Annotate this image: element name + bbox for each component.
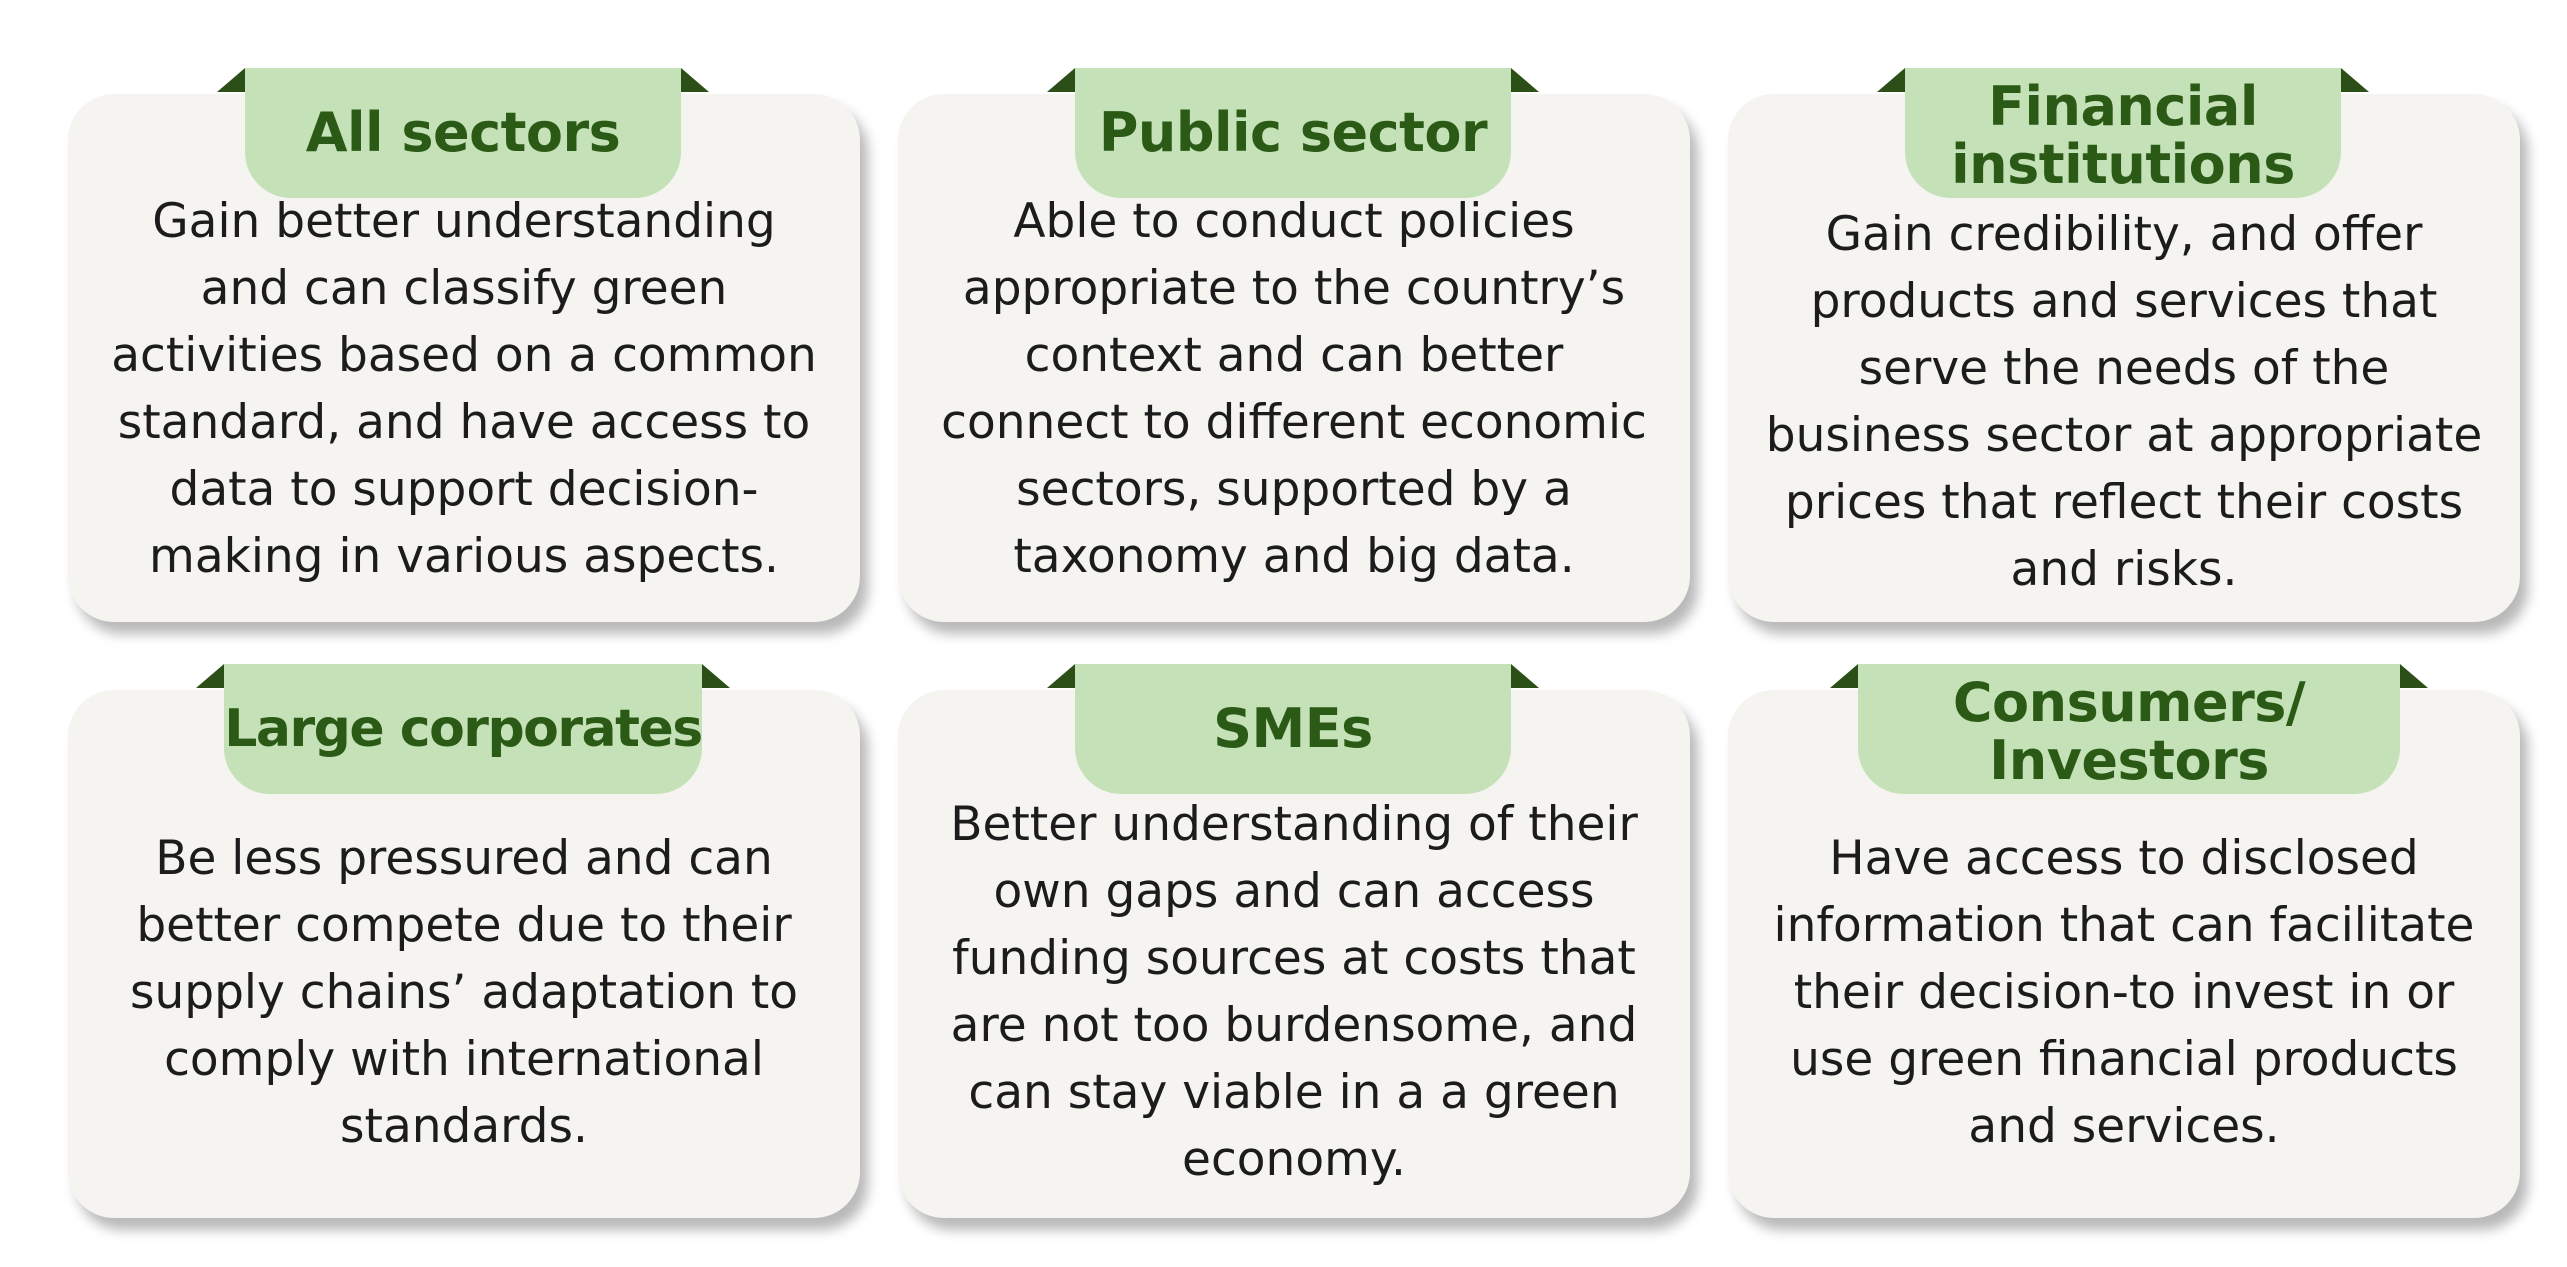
ribbon-fold — [1511, 664, 1539, 688]
card-public-sector: Able to conduct policies appropriate to … — [898, 94, 1690, 622]
ribbon-fold — [217, 68, 245, 92]
card-title: All sectors — [245, 68, 681, 198]
card-description: Better understanding of their own gaps a… — [950, 797, 1638, 1187]
ribbon-fold — [702, 664, 730, 688]
card-title: Public sector — [1075, 68, 1511, 198]
card-tab-all-sectors: All sectors — [217, 68, 709, 198]
ribbon-fold — [2341, 68, 2369, 92]
card-description: Have access to disclosed information tha… — [1773, 830, 2475, 1154]
card-description: Be less pressured and can better compete… — [129, 830, 799, 1154]
card-tab-public-sector: Public sector — [1047, 68, 1539, 198]
ribbon-fold — [1877, 68, 1905, 92]
card-title: Large corporates — [224, 664, 703, 794]
card-tab-financial-institutions: Financial institutions — [1877, 68, 2369, 198]
ribbon-fold — [2400, 664, 2428, 688]
card-description: Able to conduct policies appropriate to … — [941, 194, 1647, 584]
ribbon-fold — [1830, 664, 1858, 688]
card-tab-large-corporates: Large corporates — [196, 664, 730, 794]
ribbon-fold — [1511, 68, 1539, 92]
ribbon-fold — [681, 68, 709, 92]
ribbon-fold — [196, 664, 224, 688]
ribbon-fold — [1047, 68, 1075, 92]
card-description: Gain credibility, and offer products and… — [1765, 207, 2483, 597]
card-tab-consumers-investors: Consumers/ Investors — [1830, 664, 2428, 794]
card-description: Gain better understanding and can classi… — [111, 194, 817, 584]
ribbon-fold — [1047, 664, 1075, 688]
card-title: Financial institutions — [1905, 68, 2341, 198]
card-tab-smes: SMEs — [1047, 664, 1539, 794]
card-title: SMEs — [1075, 664, 1511, 794]
card-title: Consumers/ Investors — [1858, 664, 2400, 794]
